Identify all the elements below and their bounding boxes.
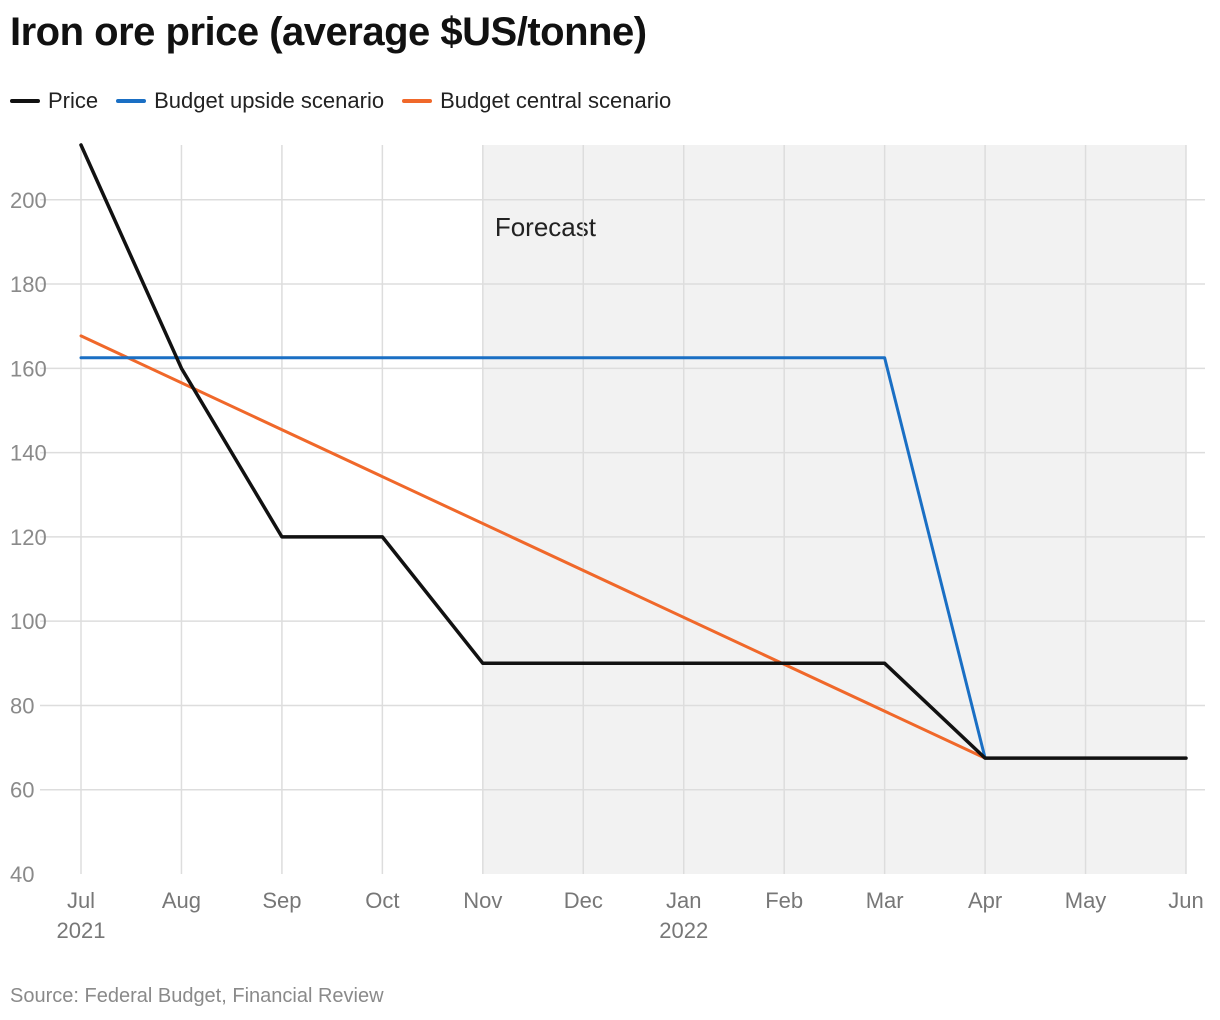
legend-swatch-price (10, 99, 40, 103)
legend-item-central: Budget central scenario (402, 88, 671, 114)
y-tick-label: 40 (10, 862, 34, 887)
chart-legend: Price Budget upside scenario Budget cent… (10, 88, 671, 114)
y-tick-label: 60 (10, 778, 34, 803)
x-tick-label: Jan (666, 888, 701, 913)
legend-label-price: Price (48, 88, 99, 113)
x-tick-label: May (1065, 888, 1107, 913)
x-tick-label: Sep (262, 888, 301, 913)
line-chart: Forecast 40 60 80 100 120 140 160 180 200 Jul Aug Se… (10, 143, 1205, 943)
x-tick-label: Jun (1168, 888, 1203, 913)
x-tick-label: Oct (365, 888, 399, 913)
x-tick-label: Aug (162, 888, 201, 913)
legend-label-upside: Budget upside scenario (154, 88, 385, 113)
source-note: Source: Federal Budget, Financial Review (10, 985, 384, 1007)
legend-item-upside: Budget upside scenario (116, 88, 384, 114)
legend-label-central: Budget central scenario (440, 88, 672, 113)
y-tick-label: 140 (10, 441, 47, 466)
x-tick-label: Nov (463, 888, 502, 913)
x-year-label: 2021 (57, 918, 106, 943)
x-tick-label: Apr (968, 888, 1002, 913)
x-tick-label: Feb (765, 888, 803, 913)
y-tick-label: 200 (10, 188, 47, 213)
x-tick-label: Mar (866, 888, 904, 913)
series-line-upside (79, 356, 987, 760)
y-tick-label: 180 (10, 272, 47, 297)
legend-swatch-upside (116, 99, 147, 103)
forecast-label: Forecast (495, 212, 597, 242)
x-year-label: 2022 (659, 918, 708, 943)
y-tick-label: 160 (10, 356, 47, 381)
y-tick-label: 120 (10, 525, 47, 550)
series-line-central (79, 334, 987, 760)
forecast-region (482, 145, 1186, 874)
y-tick-label: 80 (10, 693, 34, 718)
legend-item-price: Price (10, 88, 98, 114)
x-tick-label: Jul (67, 888, 95, 913)
chart-title: Iron ore price (average $US/tonne) (10, 10, 647, 54)
legend-swatch-central (402, 99, 433, 103)
x-tick-label: Dec (564, 888, 603, 913)
y-tick-label: 100 (10, 609, 47, 634)
series-line-price (79, 143, 1188, 760)
